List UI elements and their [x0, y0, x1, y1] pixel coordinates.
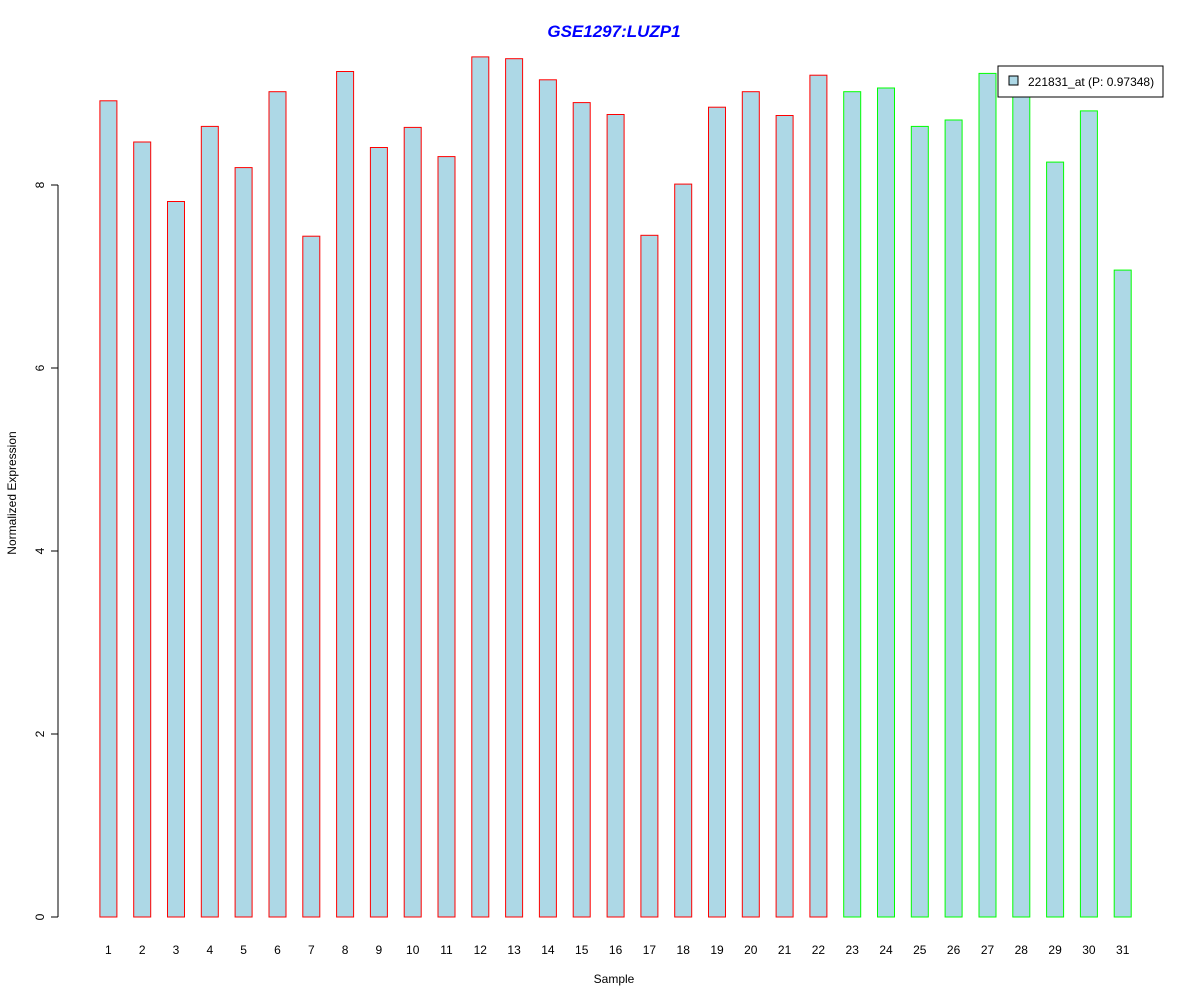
- x-tick-label: 9: [376, 943, 383, 957]
- legend: 221831_at (P: 0.97348): [997, 65, 1164, 98]
- bar-sample-9: [369, 147, 388, 918]
- y-tick-label: 0: [33, 913, 47, 920]
- x-axis-label: Sample: [594, 972, 635, 986]
- x-tick-label: 24: [879, 943, 893, 957]
- x-tick-label: 15: [575, 943, 589, 957]
- bar-sample-26: [944, 119, 963, 918]
- bars-group: [99, 56, 1132, 918]
- bar-sample-19: [708, 106, 726, 918]
- bar-sample-20: [741, 91, 760, 918]
- x-tick-label: 22: [812, 943, 826, 957]
- x-tick-label: 3: [173, 943, 180, 957]
- x-tick-label: 10: [406, 943, 420, 957]
- x-tick-label: 5: [240, 943, 247, 957]
- bar-sample-11: [437, 156, 456, 918]
- bar-sample-7: [302, 235, 321, 918]
- x-tick-label: 19: [710, 943, 724, 957]
- x-tick-label: 7: [308, 943, 315, 957]
- x-tick-label: 12: [474, 943, 488, 957]
- bar-sample-4: [200, 125, 219, 918]
- bar-sample-24: [877, 87, 895, 918]
- legend-swatch: [1008, 75, 1019, 86]
- bar-sample-13: [505, 58, 524, 918]
- bar-sample-21: [775, 115, 794, 918]
- bar-sample-22: [809, 74, 828, 918]
- bar-sample-2: [133, 141, 152, 918]
- y-tick-label: 6: [33, 364, 47, 371]
- x-tick-label: 18: [677, 943, 691, 957]
- y-tick-label: 2: [33, 730, 47, 737]
- y-axis-label: Normalized Expression: [5, 431, 19, 554]
- x-tick-label: 21: [778, 943, 792, 957]
- bar-sample-5: [234, 167, 253, 918]
- bar-sample-16: [606, 114, 625, 918]
- legend-box: [997, 65, 1164, 98]
- x-tick-label: 27: [981, 943, 995, 957]
- y-axis: 0 2 4 6 8: [33, 181, 59, 920]
- x-tick-label: 29: [1048, 943, 1062, 957]
- x-tick-label: 4: [206, 943, 213, 957]
- x-tick-label: 8: [342, 943, 349, 957]
- x-tick-label: 23: [846, 943, 860, 957]
- bar-sample-28: [1012, 91, 1031, 918]
- legend-label: 221831_at (P: 0.97348): [1028, 75, 1154, 89]
- bar-sample-3: [167, 201, 185, 918]
- y-tick-label: 8: [33, 181, 47, 188]
- bar-sample-25: [910, 125, 929, 918]
- chart-title: GSE1297:LUZP1: [547, 22, 680, 41]
- x-tick-label: 31: [1116, 943, 1130, 957]
- x-tick-labels: 1 2 3 4 5 6 7 8 9 10 11 12 13 14 15 16 17 18 19 20 21 22 23 24 2…: [105, 943, 1130, 957]
- x-tick-label: 26: [947, 943, 961, 957]
- bar-sample-10: [403, 126, 422, 918]
- bar-sample-14: [538, 79, 557, 918]
- x-tick-label: 16: [609, 943, 623, 957]
- bar-sample-27: [978, 72, 997, 918]
- x-tick-label: 2: [139, 943, 146, 957]
- bar-sample-1: [99, 100, 118, 918]
- bar-sample-6: [268, 91, 287, 918]
- x-tick-label: 14: [541, 943, 555, 957]
- x-tick-label: 13: [507, 943, 521, 957]
- bar-sample-29: [1046, 161, 1065, 918]
- y-tick-label: 4: [33, 547, 47, 554]
- x-tick-label: 25: [913, 943, 927, 957]
- x-tick-label: 6: [274, 943, 281, 957]
- x-tick-label: 20: [744, 943, 758, 957]
- bar-sample-15: [572, 102, 591, 918]
- x-tick-label: 11: [440, 943, 453, 957]
- bar-sample-18: [674, 183, 693, 918]
- bar-sample-12: [471, 56, 490, 918]
- x-tick-label: 1: [105, 943, 112, 957]
- bar-sample-23: [843, 91, 862, 918]
- bar-sample-17: [640, 234, 659, 918]
- x-tick-label: 30: [1082, 943, 1096, 957]
- x-tick-label: 28: [1015, 943, 1029, 957]
- bar-sample-8: [336, 71, 355, 918]
- x-tick-label: 17: [643, 943, 657, 957]
- bar-sample-31: [1113, 269, 1132, 918]
- bar-sample-30: [1079, 110, 1098, 918]
